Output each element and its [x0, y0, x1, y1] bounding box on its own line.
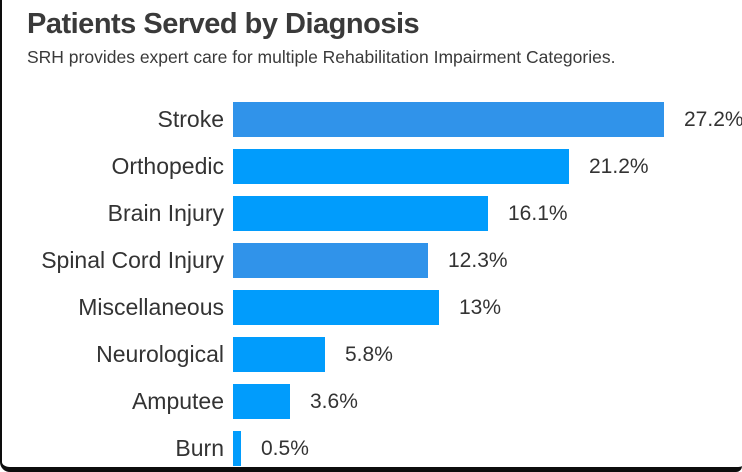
value-label: 21.2% — [589, 154, 649, 178]
bar-track: 16.1% — [233, 196, 742, 231]
value-label: 12.3% — [448, 248, 508, 272]
bar-track: 27.2% — [233, 102, 742, 137]
bar-track: 3.6% — [233, 384, 742, 419]
value-label: 3.6% — [310, 389, 358, 413]
category-label: Orthopedic — [111, 153, 224, 179]
category-label: Stroke — [157, 106, 224, 132]
category-label: Amputee — [131, 388, 224, 414]
bar-track: 12.3% — [233, 243, 742, 278]
bar-track: 5.8% — [233, 337, 742, 372]
bar-row: Orthopedic 21.2% — [2, 143, 742, 190]
value-label: 27.2% — [684, 107, 742, 131]
bar-row: Miscellaneous 13% — [2, 284, 742, 331]
bar-row: Burn 0.5% — [2, 425, 742, 467]
bar — [233, 431, 241, 466]
value-label: 5.8% — [345, 342, 393, 366]
bar — [233, 243, 428, 278]
bar-row: Brain Injury 16.1% — [2, 190, 742, 237]
bar-row: Stroke 27.2% — [2, 96, 742, 143]
value-label: 16.1% — [508, 201, 568, 225]
bar-track: 0.5% — [233, 431, 742, 466]
category-label: Miscellaneous — [78, 294, 224, 320]
chart-header: Patients Served by Diagnosis SRH provide… — [2, 0, 742, 69]
value-label: 13% — [459, 295, 502, 319]
bar — [233, 196, 488, 231]
bar-chart: Stroke 27.2% Orthopedic 21.2% Brain Injury 16… — [2, 96, 742, 467]
bar — [233, 102, 664, 137]
category-label: Spinal Cord Injury — [41, 247, 224, 273]
bar — [233, 384, 290, 419]
category-label: Burn — [175, 435, 224, 461]
bar-row: Spinal Cord Injury 12.3% — [2, 237, 742, 284]
chart-title: Patients Served by Diagnosis — [27, 8, 420, 40]
category-label: Neurological — [96, 341, 224, 367]
bar — [233, 337, 325, 372]
category-label: Brain Injury — [107, 200, 224, 226]
bar-track: 13% — [233, 290, 742, 325]
bar-track: 21.2% — [233, 149, 742, 184]
value-label: 0.5% — [261, 436, 309, 460]
bar — [233, 149, 569, 184]
bar-row: Neurological 5.8% — [2, 331, 742, 378]
bar — [233, 290, 439, 325]
chart-subtitle: SRH provides expert care for multiple Re… — [27, 47, 616, 67]
bar-row: Amputee 3.6% — [2, 378, 742, 425]
